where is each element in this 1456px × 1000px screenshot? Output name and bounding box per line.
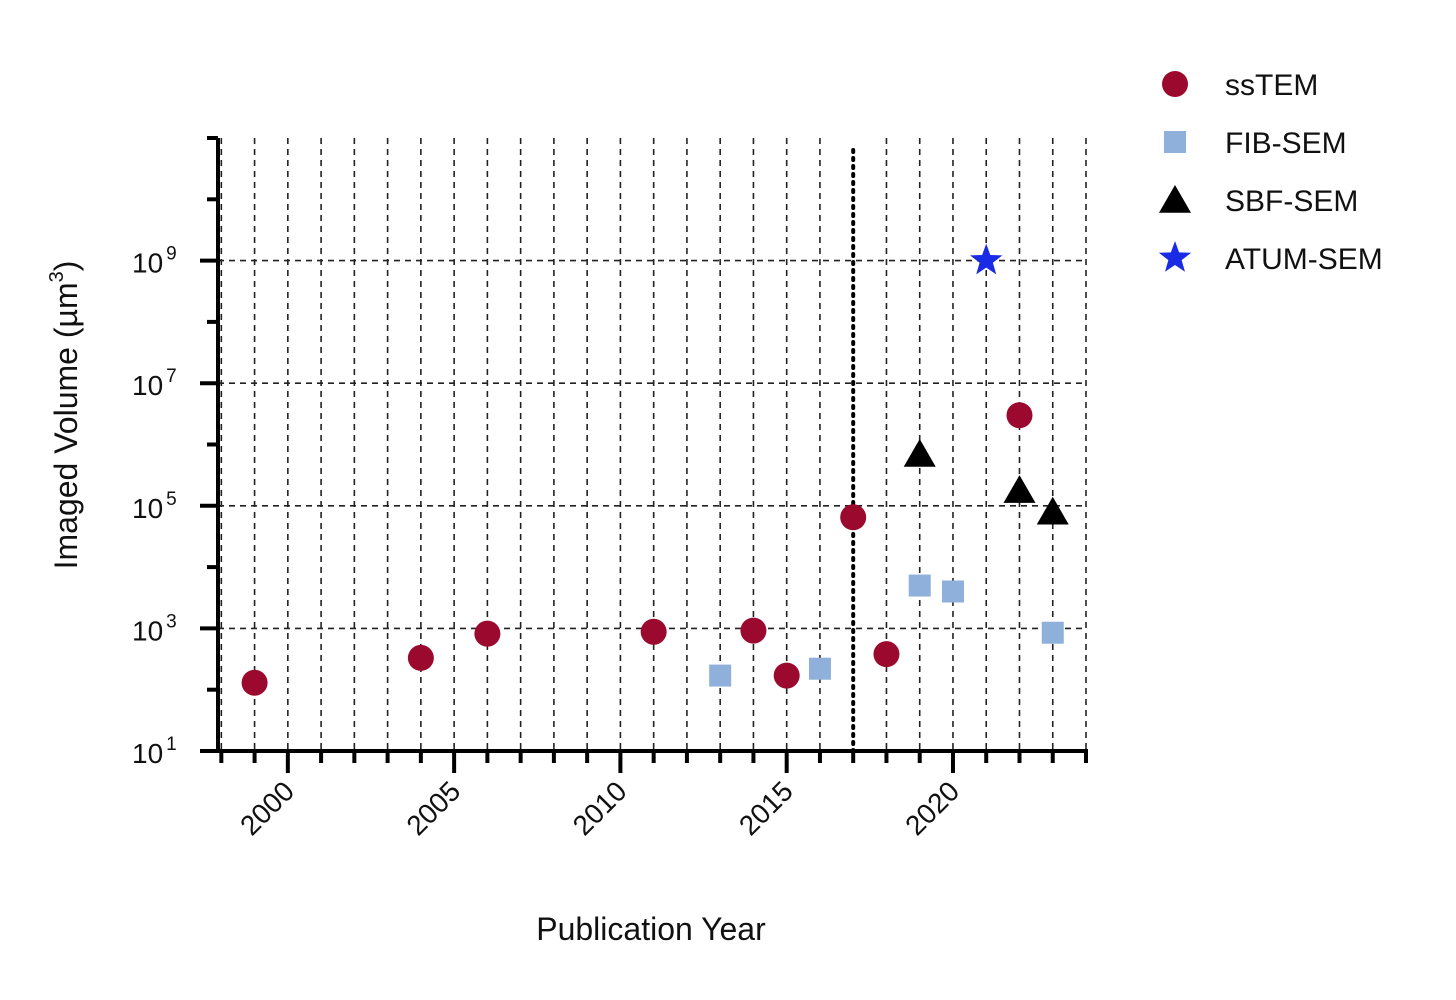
sstem-point	[407, 644, 434, 671]
sstem-point	[773, 662, 800, 689]
data-points	[241, 243, 1069, 696]
legend-label-atum-sem: ATUM-SEM	[1225, 243, 1383, 276]
fib-sem-point	[908, 574, 931, 597]
y-tick-label: 10 5	[132, 489, 177, 524]
x-tick-label: 2000	[234, 775, 300, 841]
x-tick-label: 2020	[899, 775, 965, 841]
y-axis-title-exponent: 3	[46, 271, 68, 282]
y-axis-title-main: Imaged Volume (µm	[48, 282, 84, 569]
grid-lines	[218, 138, 1087, 751]
x-tick-label: 2005	[400, 775, 466, 841]
legend-marker-sstem	[1162, 71, 1188, 97]
sbf-sem-point	[903, 438, 936, 467]
y-tick-label: 10 3	[132, 611, 177, 646]
axes	[200, 136, 1088, 773]
y-tick-label: 10 9	[132, 244, 177, 279]
sstem-point	[474, 620, 501, 647]
sbf-sem-point	[1036, 496, 1069, 525]
y-tick-label: 10 1	[132, 734, 177, 769]
atum-sem-point	[970, 243, 1003, 275]
sstem-point	[1006, 402, 1033, 429]
legend-marker-atum-sem	[1158, 241, 1192, 272]
legend-marker-fib-sem	[1164, 131, 1186, 153]
x-tick-label: 2015	[733, 775, 799, 841]
y-tick-label: 10 7	[132, 366, 177, 401]
x-axis-title: Publication Year	[536, 911, 766, 947]
fib-sem-point	[941, 580, 964, 603]
sstem-point	[640, 618, 667, 645]
fib-sem-point	[808, 657, 831, 680]
legend-label-fib-sem: FIB-SEM	[1225, 127, 1347, 160]
y-axis-title-close: )	[48, 261, 84, 272]
fib-sem-point	[709, 664, 732, 687]
legend-label-sbf-sem: SBF-SEM	[1225, 185, 1358, 218]
fib-sem-point	[1041, 621, 1064, 644]
sstem-point	[740, 617, 767, 644]
sstem-point	[873, 641, 900, 668]
legend: ssTEM FIB-SEM SBF-SEM ATUM-SEM	[1158, 69, 1383, 276]
sstem-point	[241, 669, 268, 696]
sbf-sem-point	[1003, 475, 1036, 503]
x-tick-label: 2010	[567, 775, 633, 841]
y-axis-title: Imaged Volume (µm3)	[46, 261, 84, 570]
sstem-point	[840, 504, 867, 531]
legend-label-sstem: ssTEM	[1225, 69, 1318, 102]
legend-marker-sbf-sem	[1159, 185, 1191, 213]
